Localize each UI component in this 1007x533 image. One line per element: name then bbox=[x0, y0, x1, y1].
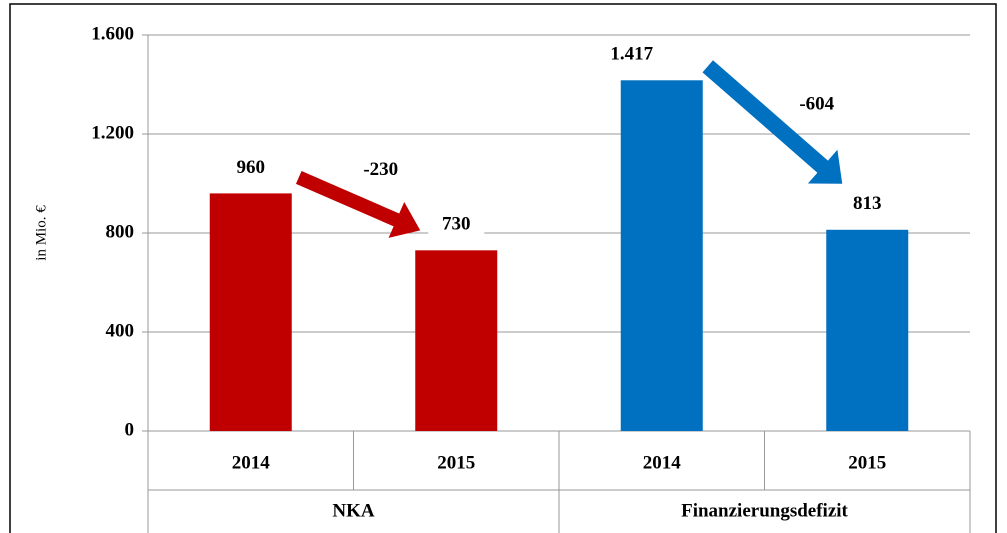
change-arrow bbox=[295, 170, 421, 238]
bar bbox=[209, 193, 292, 431]
change-label: -604 bbox=[799, 94, 834, 115]
y-tick-label: 0 bbox=[125, 419, 135, 440]
label-background bbox=[839, 191, 896, 216]
data-label: 960 bbox=[237, 157, 266, 178]
chart-border bbox=[9, 3, 997, 533]
y-tick-label: 400 bbox=[106, 320, 135, 341]
label-background bbox=[428, 212, 485, 237]
label-background bbox=[222, 155, 279, 180]
y-tick-label: 800 bbox=[106, 221, 135, 242]
change-label: -230 bbox=[363, 159, 398, 180]
x-tick-label: 2015 bbox=[437, 452, 475, 473]
change-arrow bbox=[702, 60, 843, 184]
y-tick-label: 1.200 bbox=[91, 122, 134, 143]
y-tick-label: 1.600 bbox=[91, 23, 134, 44]
label-background bbox=[633, 42, 690, 67]
y-axis-title: in Mio. € bbox=[33, 205, 49, 261]
bar bbox=[826, 229, 909, 431]
bar bbox=[415, 250, 498, 431]
bar bbox=[620, 80, 703, 431]
group-label: NKA bbox=[332, 500, 375, 521]
data-label: 813 bbox=[853, 193, 882, 214]
group-label: Finanzierungsdefizit bbox=[681, 500, 848, 521]
data-label: 730 bbox=[442, 214, 471, 235]
x-tick-label: 2014 bbox=[643, 452, 682, 473]
data-label: 1.417 bbox=[610, 44, 653, 65]
x-tick-label: 2015 bbox=[848, 452, 886, 473]
x-tick-label: 2014 bbox=[232, 452, 271, 473]
